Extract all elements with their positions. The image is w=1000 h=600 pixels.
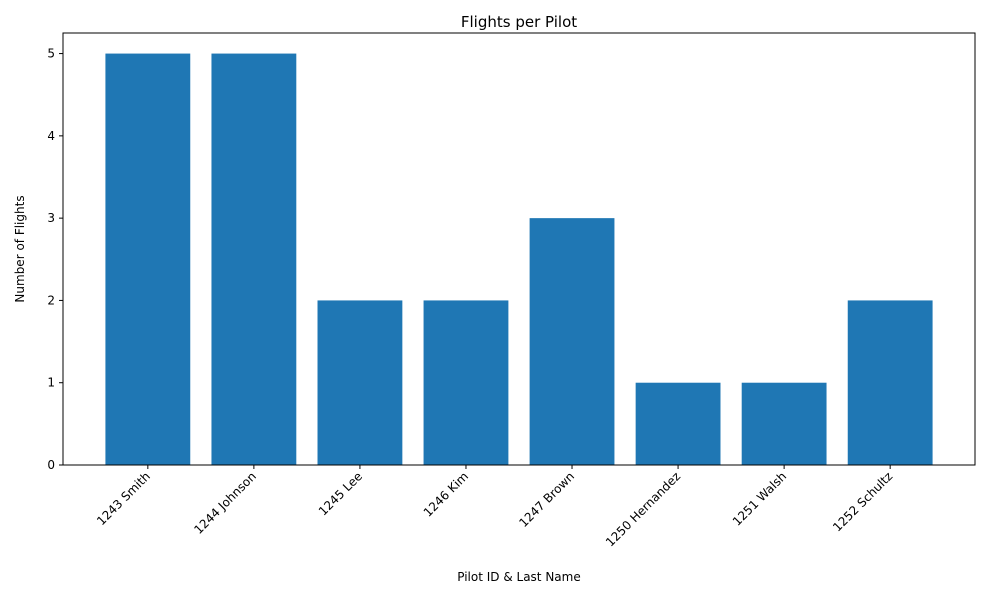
bar [741,382,827,465]
bar [423,300,509,465]
x-axis-label: Pilot ID & Last Name [457,570,580,584]
x-tick-label: 1247 Brown [516,469,577,530]
plot-frame [62,32,976,466]
bar [317,300,403,465]
y-axis-label: Number of Flights [13,195,27,302]
bar [635,382,721,465]
x-tick-label: 1252 Schultz [830,469,895,534]
chart-title: Flights per Pilot [461,13,577,31]
x-tick-label: 1246 Kim [421,469,471,519]
bar [211,53,297,465]
y-tick-label: 2 [47,293,55,307]
y-tick-label: 1 [47,376,55,390]
x-tick-label: 1244 Johnson [191,469,259,537]
x-tick-label: 1245 Lee [316,469,365,518]
y-tick-label: 4 [47,129,55,143]
x-tick-label: 1243 Smith [94,469,153,528]
x-axis: 1243 Smith 1244 Johnson 1245 Lee 1246 Kim 12… [94,465,895,549]
x-tick-label: 1251 Walsh [730,469,789,528]
bar-series [105,53,933,465]
y-axis: 0 1 2 3 4 5 [47,47,63,472]
y-tick-label: 3 [47,211,55,225]
bar [529,218,615,465]
y-tick-label: 0 [47,458,55,472]
bar [847,300,933,465]
x-tick-label: 1250 Hernandez [603,469,683,549]
bar [105,53,191,465]
y-tick-label: 5 [47,47,55,61]
